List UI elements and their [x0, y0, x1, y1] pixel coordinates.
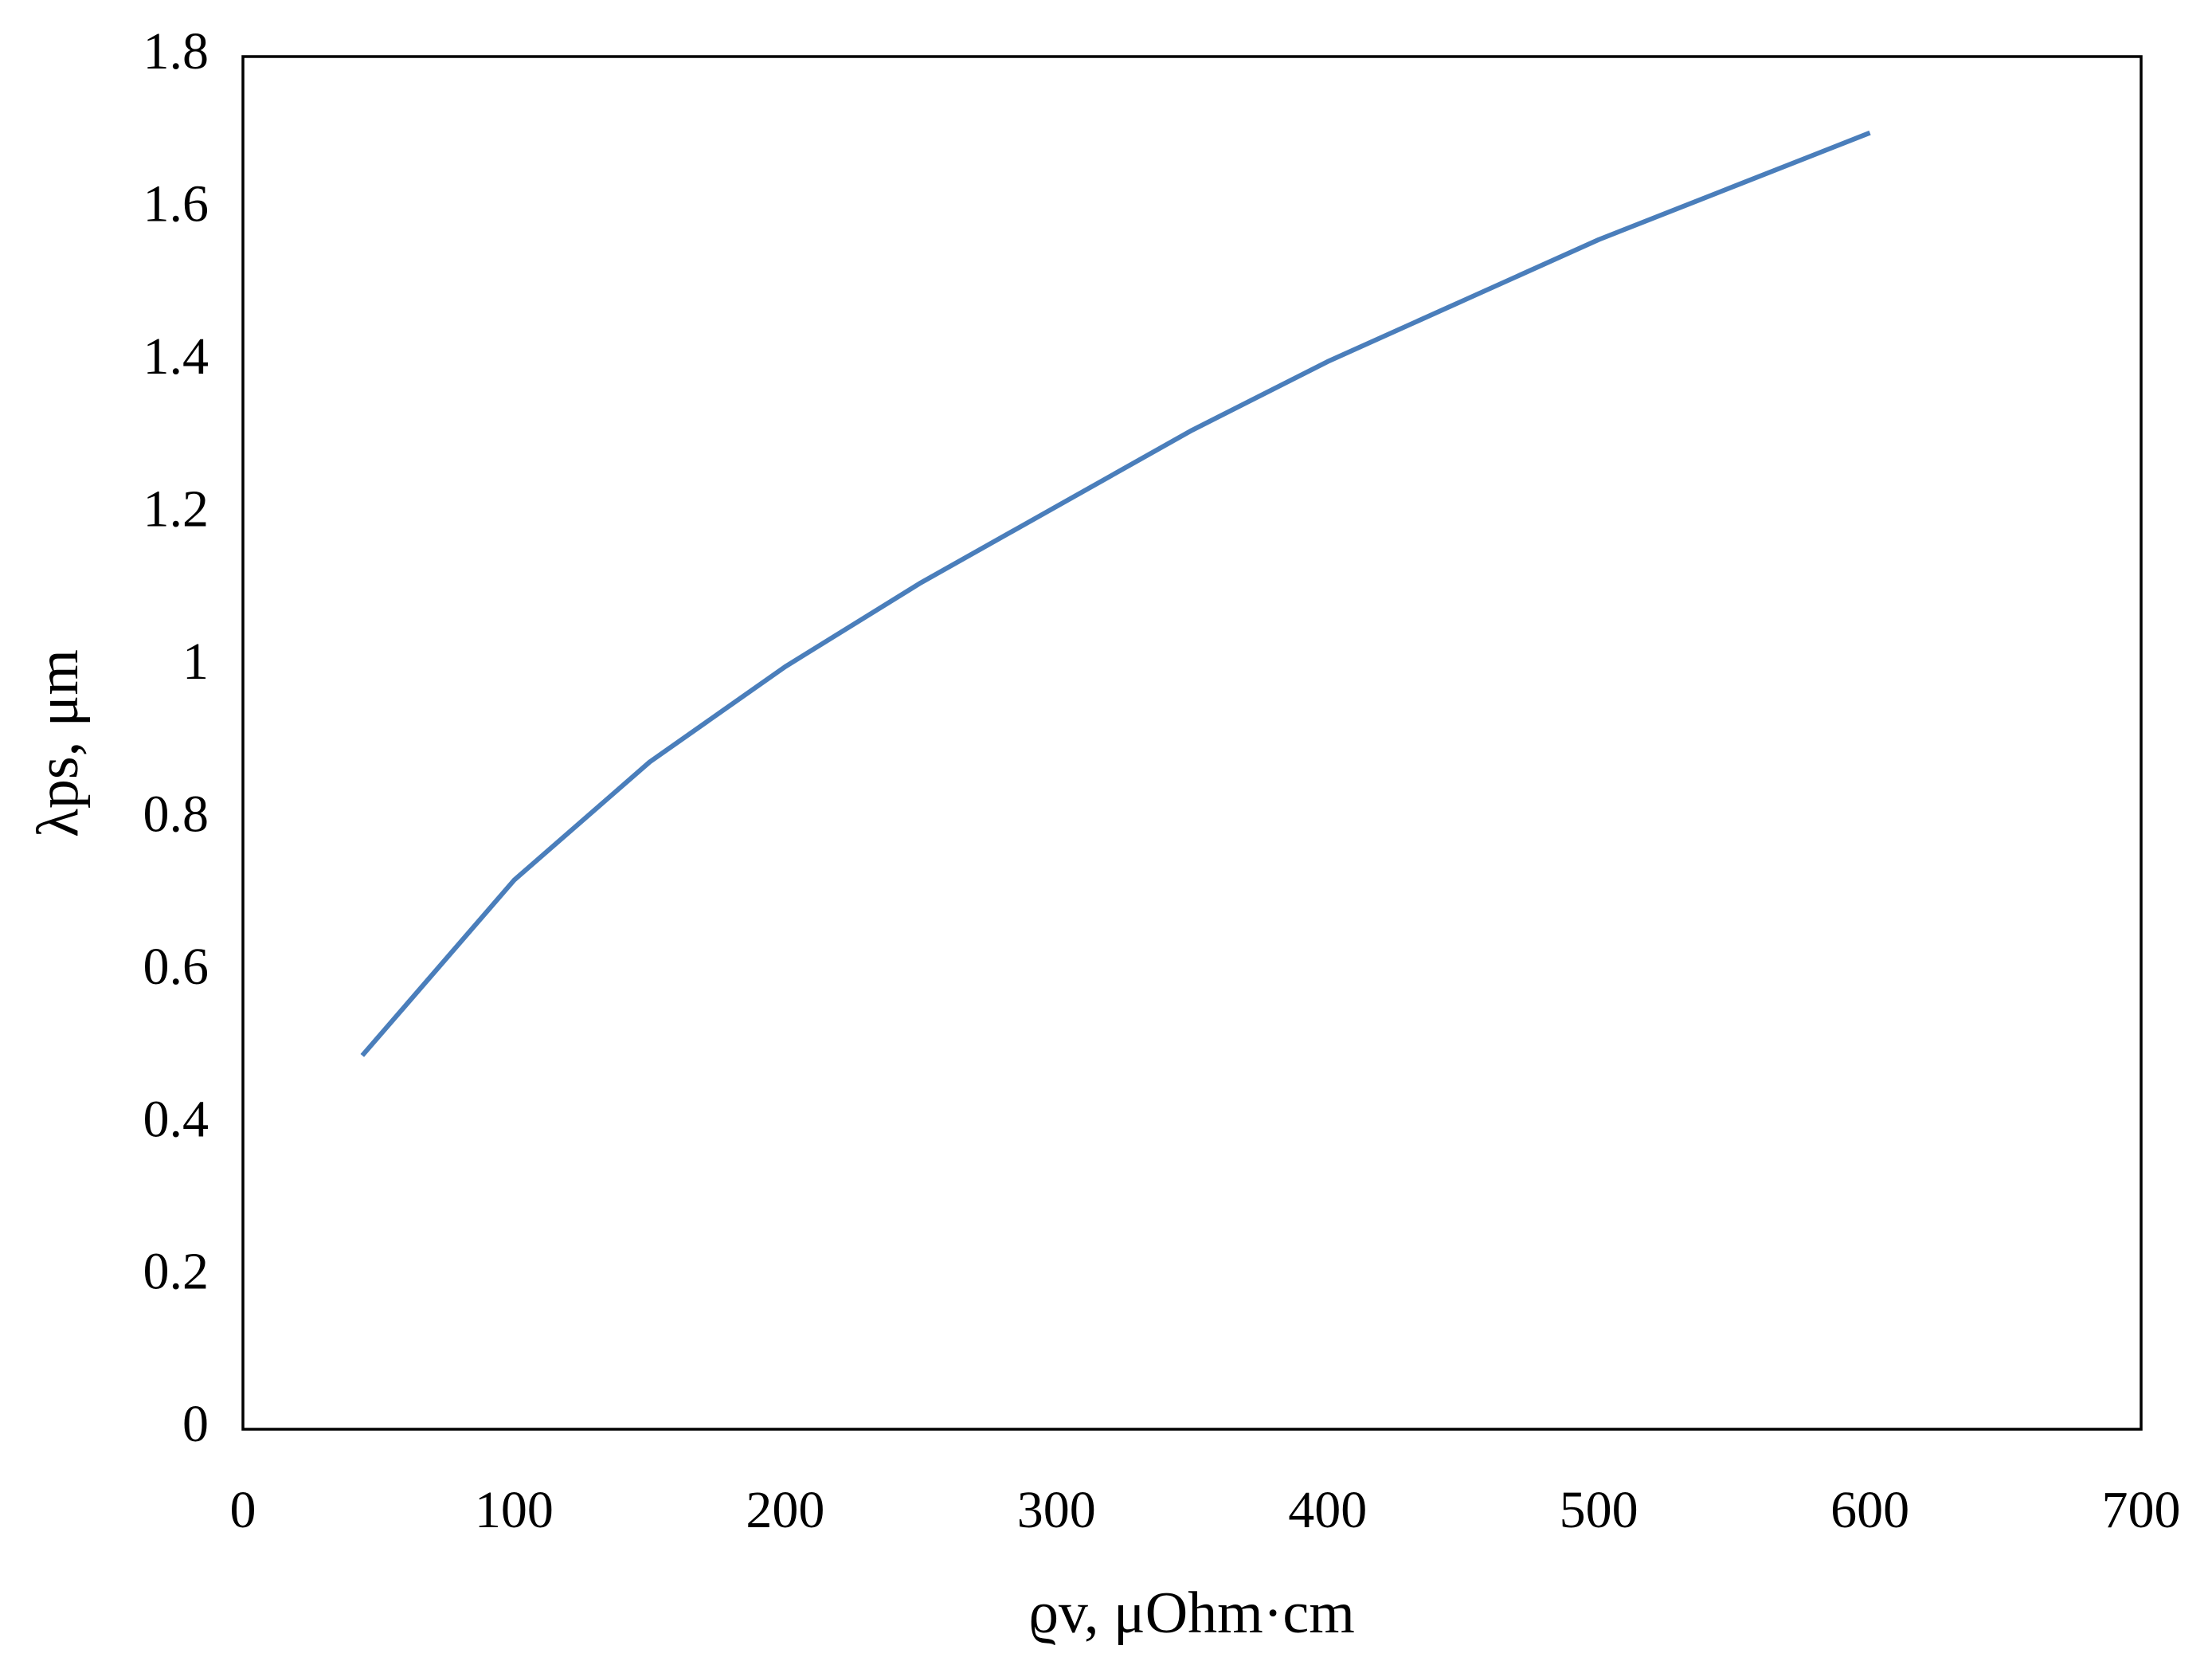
- x-tick-label: 400: [1288, 1481, 1367, 1539]
- plot-frame: [241, 55, 2143, 1431]
- y-tick-label: 0.2: [143, 1243, 209, 1301]
- y-tick-label: 0.6: [143, 938, 209, 996]
- y-axis-title: λps, μm: [25, 649, 91, 837]
- y-tick-label: 1: [182, 633, 209, 691]
- y-tick-label: 0: [182, 1395, 209, 1453]
- x-tick-label: 600: [1830, 1481, 1909, 1539]
- y-tick-label: 1.2: [143, 480, 209, 538]
- x-tick-label: 500: [1560, 1481, 1638, 1539]
- y-tick-label: 0.8: [143, 785, 209, 843]
- y-tick-label: 1.4: [143, 327, 209, 386]
- x-axis-title: ϱv, μOhm·cm: [1028, 1581, 1355, 1646]
- x-tick-label: 300: [1017, 1481, 1096, 1539]
- y-tick-label: 1.8: [143, 22, 209, 80]
- x-tick-label: 100: [475, 1481, 554, 1539]
- x-tick-label: 700: [2102, 1481, 2181, 1539]
- x-tick-label: 200: [746, 1481, 824, 1539]
- y-tick-label: 1.6: [143, 175, 209, 233]
- data-line: [360, 130, 1871, 1057]
- y-tick-label: 0.4: [143, 1090, 209, 1148]
- x-tick-label: 0: [230, 1481, 256, 1539]
